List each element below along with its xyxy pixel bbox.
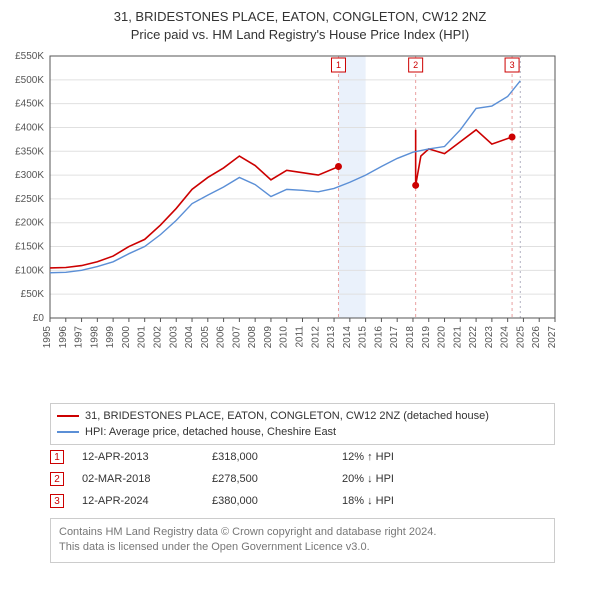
event-row: 2 02-MAR-2018 £278,500 20% ↓ HPI: [50, 468, 555, 490]
svg-text:1998: 1998: [89, 326, 100, 349]
svg-text:£200K: £200K: [15, 218, 44, 229]
svg-text:£0: £0: [33, 313, 45, 324]
svg-text:2000: 2000: [121, 326, 132, 349]
event-price: £318,000: [212, 451, 342, 463]
svg-text:2025: 2025: [515, 326, 526, 349]
footer-line1: Contains HM Land Registry data © Crown c…: [59, 525, 546, 540]
svg-text:1997: 1997: [74, 326, 85, 349]
svg-text:2018: 2018: [405, 326, 416, 349]
svg-text:£500K: £500K: [15, 75, 44, 86]
event-price: £380,000: [212, 495, 342, 507]
event-row: 1 12-APR-2013 £318,000 12% ↑ HPI: [50, 446, 555, 468]
chart-legend: 31, BRIDESTONES PLACE, EATON, CONGLETON,…: [50, 403, 555, 445]
svg-text:2008: 2008: [247, 326, 258, 349]
svg-text:2009: 2009: [263, 326, 274, 349]
chart-title-line2: Price paid vs. HM Land Registry's House …: [0, 26, 600, 44]
event-row: 3 12-APR-2024 £380,000 18% ↓ HPI: [50, 490, 555, 512]
footer-line2: This data is licensed under the Open Gov…: [59, 540, 546, 555]
svg-text:1: 1: [336, 60, 341, 70]
svg-text:1999: 1999: [105, 326, 116, 349]
event-badge-2: 2: [50, 472, 64, 486]
legend-item-hpi: HPI: Average price, detached house, Ches…: [57, 424, 548, 440]
legend-item-property: 31, BRIDESTONES PLACE, EATON, CONGLETON,…: [57, 408, 548, 424]
event-date: 12-APR-2024: [82, 495, 212, 507]
svg-text:2015: 2015: [358, 326, 369, 349]
svg-text:2014: 2014: [342, 326, 353, 349]
svg-text:£300K: £300K: [15, 170, 44, 181]
svg-text:2021: 2021: [452, 326, 463, 349]
svg-text:2004: 2004: [184, 326, 195, 349]
svg-text:2012: 2012: [310, 326, 321, 349]
svg-text:1996: 1996: [58, 326, 69, 349]
svg-text:2026: 2026: [531, 326, 542, 349]
svg-text:£450K: £450K: [15, 99, 44, 110]
svg-text:£150K: £150K: [15, 242, 44, 253]
svg-text:2005: 2005: [200, 326, 211, 349]
event-price: £278,500: [212, 473, 342, 485]
chart-title-line1: 31, BRIDESTONES PLACE, EATON, CONGLETON,…: [0, 8, 600, 26]
event-diff: 12% ↑ HPI: [342, 451, 472, 463]
svg-text:2002: 2002: [152, 326, 163, 349]
event-diff: 18% ↓ HPI: [342, 495, 472, 507]
event-badge-3: 3: [50, 494, 64, 508]
svg-text:2001: 2001: [137, 326, 148, 349]
event-list: 1 12-APR-2013 £318,000 12% ↑ HPI 2 02-MA…: [50, 446, 555, 512]
attribution-footer: Contains HM Land Registry data © Crown c…: [50, 518, 555, 563]
svg-text:2023: 2023: [484, 326, 495, 349]
price-chart: £0 £50K £100K £150K £200K £250K £300K £350K £400…: [0, 48, 600, 363]
legend-swatch-hpi: [57, 431, 79, 433]
svg-text:£350K: £350K: [15, 146, 44, 157]
svg-text:2006: 2006: [216, 326, 227, 349]
legend-label-hpi: HPI: Average price, detached house, Ches…: [85, 426, 336, 438]
legend-label-property: 31, BRIDESTONES PLACE, EATON, CONGLETON,…: [85, 410, 489, 422]
event-date: 12-APR-2013: [82, 451, 212, 463]
svg-text:£250K: £250K: [15, 194, 44, 205]
svg-text:2011: 2011: [295, 326, 306, 348]
svg-text:2003: 2003: [168, 326, 179, 349]
svg-text:2007: 2007: [231, 326, 242, 349]
svg-text:2: 2: [413, 60, 418, 70]
event-badge-1: 1: [50, 450, 64, 464]
svg-text:2016: 2016: [373, 326, 384, 349]
legend-swatch-property: [57, 415, 79, 417]
svg-text:2019: 2019: [421, 326, 432, 349]
svg-text:1995: 1995: [42, 326, 53, 349]
svg-text:£550K: £550K: [15, 51, 44, 62]
svg-text:2017: 2017: [389, 326, 400, 349]
svg-text:2020: 2020: [437, 326, 448, 349]
event-diff: 20% ↓ HPI: [342, 473, 472, 485]
svg-text:2010: 2010: [279, 326, 290, 349]
svg-text:2027: 2027: [547, 326, 558, 349]
event-date: 02-MAR-2018: [82, 473, 212, 485]
svg-text:£100K: £100K: [15, 265, 44, 276]
chart-title-block: 31, BRIDESTONES PLACE, EATON, CONGLETON,…: [0, 0, 600, 44]
svg-text:2024: 2024: [500, 326, 511, 349]
svg-text:£50K: £50K: [21, 289, 45, 300]
svg-text:£400K: £400K: [15, 122, 44, 133]
svg-text:2013: 2013: [326, 326, 337, 349]
svg-text:3: 3: [510, 60, 515, 70]
svg-text:2022: 2022: [468, 326, 479, 349]
